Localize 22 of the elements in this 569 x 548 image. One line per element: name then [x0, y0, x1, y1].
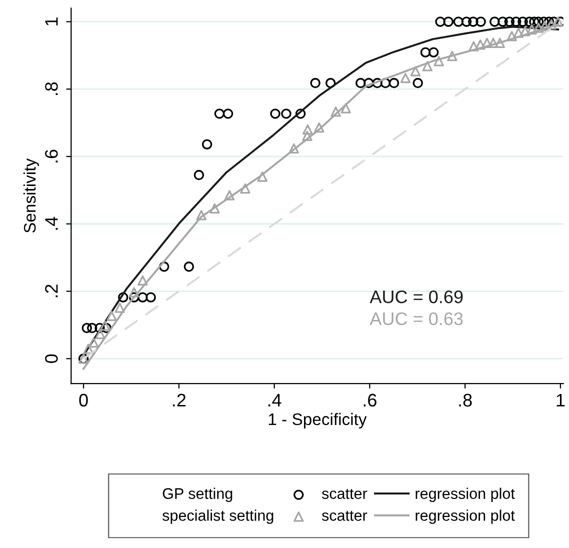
legend-label: regression plot — [416, 488, 515, 502]
x-axis-title: 1 - Specificity — [268, 412, 367, 428]
x-tick-label: .6 — [364, 394, 376, 407]
text: GP setting — [162, 488, 232, 502]
legend-label: scatter — [322, 488, 368, 499]
x-tick-label: .8 — [459, 394, 472, 407]
x-tick-label: 0 — [79, 394, 88, 407]
y-tick-label: 0 — [45, 354, 58, 363]
x-tick-label: .4 — [268, 394, 282, 406]
y-tick-label: .6 — [45, 150, 58, 162]
x-tick-label: 1 — [556, 394, 565, 406]
x-tick-label: .2 — [173, 394, 186, 406]
text: specialist setting — [162, 510, 274, 524]
legend-label: regression plot — [416, 510, 515, 524]
y-tick-label: .8 — [45, 82, 58, 95]
y-tick-label: .4 — [45, 216, 58, 230]
legend-label: scatter — [322, 510, 368, 521]
annotation: AUC = 0.69 — [370, 290, 463, 304]
y-axis-title: Sensitivity — [23, 158, 40, 233]
annotation: AUC = 0.63 — [370, 312, 463, 326]
y-tick-label: 1 — [45, 18, 58, 26]
y-tick-label: .2 — [45, 284, 58, 298]
